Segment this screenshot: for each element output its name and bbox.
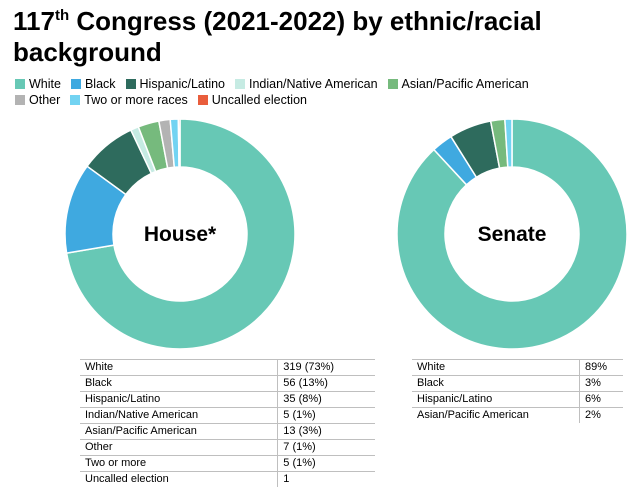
chart-title: 117th Congress (2021-2022) by ethnic/rac… [13, 6, 623, 68]
table-value-cell: 35 (8%) [278, 392, 375, 408]
legend-swatch [126, 79, 136, 89]
legend-swatch [70, 95, 80, 105]
table-value-cell: 56 (13%) [278, 376, 375, 392]
donut-center-label: Senate [478, 223, 547, 246]
senate-donut-chart: Senate [396, 118, 628, 350]
table-category-cell: Hispanic/Latino [412, 392, 579, 408]
title-ordinal: th [55, 7, 69, 24]
donut-slice-uncalled-election [178, 119, 180, 167]
table-category-cell: Hispanic/Latino [80, 392, 278, 408]
table-value-cell: 319 (73%) [278, 360, 375, 376]
legend-swatch [198, 95, 208, 105]
legend-item: Asian/Pacific American [388, 76, 529, 92]
table-category-cell: Other [80, 440, 278, 456]
table-value-cell: 7 (1%) [278, 440, 375, 456]
legend-label: Black [85, 77, 116, 91]
table-category-cell: Indian/Native American [80, 408, 278, 424]
legend-label: Uncalled election [212, 93, 307, 107]
house-donut-chart: House* [64, 118, 296, 350]
table-category-cell: Uncalled election [80, 472, 278, 487]
legend-swatch [235, 79, 245, 89]
table-value-cell: 5 (1%) [278, 456, 375, 472]
table-value-cell: 1 [278, 472, 375, 487]
legend-item: Indian/Native American [235, 76, 378, 92]
title-text: Congress (2021-2022) by ethnic/racial ba… [13, 6, 542, 67]
legend-swatch [15, 79, 25, 89]
legend-item: Uncalled election [198, 92, 307, 108]
legend-swatch [71, 79, 81, 89]
table-value-cell: 3% [579, 376, 623, 392]
table-value-cell: 2% [579, 408, 623, 424]
legend-label: White [29, 77, 61, 91]
legend-label: Two or more races [84, 93, 188, 107]
legend-label: Other [29, 93, 60, 107]
legend-item: White [15, 76, 61, 92]
table-value-cell: 89% [579, 360, 623, 376]
title-number: 117 [13, 6, 55, 36]
legend-label: Asian/Pacific American [402, 77, 529, 91]
legend-label: Hispanic/Latino [140, 77, 225, 91]
table-category-cell: Two or more [80, 456, 278, 472]
table-category-cell: Asian/Pacific American [412, 408, 579, 424]
table-category-cell: Asian/Pacific American [80, 424, 278, 440]
legend-swatch [388, 79, 398, 89]
legend: White Black Hispanic/Latino Indian/Native A… [15, 76, 625, 108]
legend-swatch [15, 95, 25, 105]
legend-item: Hispanic/Latino [126, 76, 225, 92]
table-category-cell: White [412, 360, 579, 376]
table-category-cell: Black [412, 376, 579, 392]
table-category-cell: White [80, 360, 278, 376]
legend-label: Indian/Native American [249, 77, 378, 91]
legend-item: Other [15, 92, 60, 108]
table-value-cell: 6% [579, 392, 623, 408]
legend-item: Black [71, 76, 116, 92]
donut-center-label: House* [144, 223, 217, 246]
table-value-cell: 13 (3%) [278, 424, 375, 440]
table-value-cell: 5 (1%) [278, 408, 375, 424]
legend-item: Two or more races [70, 92, 188, 108]
table-category-cell: Black [80, 376, 278, 392]
